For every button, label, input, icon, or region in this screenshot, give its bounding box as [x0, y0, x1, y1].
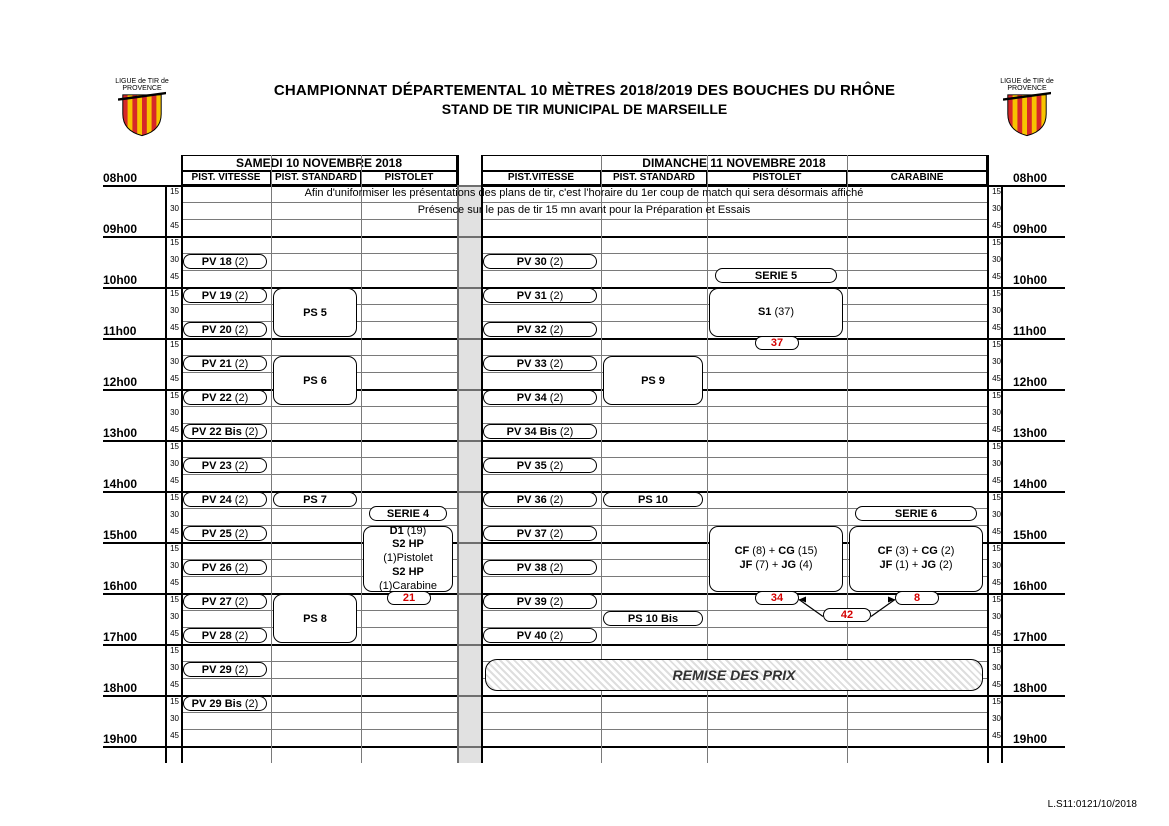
sun-v-0: PV 30 (2) [483, 254, 597, 269]
hour-left-2: 10h00 [103, 273, 137, 287]
hour-right-2: 10h00 [1013, 273, 1047, 287]
sat-v-2: PV 20 (2) [183, 322, 267, 337]
hour-right-11: 19h00 [1013, 732, 1047, 746]
day-sunday: DIMANCHE 11 NOVEMBRE 2018 [481, 155, 987, 171]
sat-p-1: D1 (19)S2 HP (1)PistoletS2 HP (1)Carabin… [363, 526, 453, 592]
hour-left-9: 17h00 [103, 630, 137, 644]
col-sun_v: PIST.VITESSE [481, 171, 601, 185]
hour-right-1: 09h00 [1013, 222, 1047, 236]
hour-right-4: 12h00 [1013, 375, 1047, 389]
sun-p-hdr-0: SERIE 5 [715, 268, 837, 283]
sun-p-1: S1 (37) [709, 288, 843, 337]
sat-v-4: PV 22 (2) [183, 390, 267, 405]
sun-v-3: PV 33 (2) [483, 356, 597, 371]
sun-v-9: PV 38 (2) [483, 560, 597, 575]
sun-p-cap-2: 37 [755, 336, 799, 350]
sun-v-7: PV 36 (2) [483, 492, 597, 507]
sat-v-11: PV 28 (2) [183, 628, 267, 643]
hour-left-11: 19h00 [103, 732, 137, 746]
col-sun_c: CARABINE [847, 171, 987, 185]
sat-p-cap-2: 21 [387, 591, 431, 605]
sat-p-hdr-0: SERIE 4 [369, 506, 447, 521]
sat-v-1: PV 19 (2) [183, 288, 267, 303]
sat-v-0: PV 18 (2) [183, 254, 267, 269]
hour-left-4: 12h00 [103, 375, 137, 389]
sat-v-7: PV 24 (2) [183, 492, 267, 507]
hour-right-5: 13h00 [1013, 426, 1047, 440]
sat-v-13: PV 29 Bis (2) [183, 696, 267, 711]
sun-v-11: PV 40 (2) [483, 628, 597, 643]
page-title-1: CHAMPIONNAT DÉPARTEMENTAL 10 MÈTRES 2018… [200, 82, 969, 99]
hour-right-10: 18h00 [1013, 681, 1047, 695]
sat-v-5: PV 22 Bis (2) [183, 424, 267, 439]
sun-s-2: PS 10 Bis [603, 611, 703, 626]
sun-c-cap-2: 8 [895, 591, 939, 605]
col-sat_s: PIST. STANDARD [271, 171, 361, 185]
col-sun_s: PIST. STANDARD [601, 171, 707, 185]
sat-s-2: PS 7 [273, 492, 357, 507]
sun-c-1: CF (3) + CG (2)JF (1) + JG (2) [849, 526, 983, 592]
hour-right-3: 11h00 [1013, 324, 1046, 338]
hour-left-8: 16h00 [103, 579, 137, 593]
hour-left-7: 15h00 [103, 528, 137, 542]
hour-left-0: 08h00 [103, 171, 137, 185]
sun-s-0: PS 9 [603, 356, 703, 405]
hour-right-0: 08h00 [1013, 171, 1047, 185]
prize-ceremony: REMISE DES PRIX [485, 659, 983, 691]
col-sun_p: PISTOLET [707, 171, 847, 185]
hour-left-3: 11h00 [103, 324, 136, 338]
sat-v-9: PV 26 (2) [183, 560, 267, 575]
sat-s-1: PS 6 [273, 356, 357, 405]
hour-right-8: 16h00 [1013, 579, 1047, 593]
sun-v-4: PV 34 (2) [483, 390, 597, 405]
notice-2: Présence sur le pas de tir 15 mn avant p… [185, 204, 983, 216]
hour-left-1: 09h00 [103, 222, 137, 236]
sat-v-12: PV 29 (2) [183, 662, 267, 677]
sun-v-1: PV 31 (2) [483, 288, 597, 303]
sun-v-10: PV 39 (2) [483, 594, 597, 609]
sat-s-0: PS 5 [273, 288, 357, 337]
sat-v-6: PV 23 (2) [183, 458, 267, 473]
sun-c-hdr-0: SERIE 6 [855, 506, 977, 521]
sun-s-1: PS 10 [603, 492, 703, 507]
sun-v-8: PV 37 (2) [483, 526, 597, 541]
notice-1: Afin d'uniformiser les présentations des… [185, 187, 983, 199]
day-gap [457, 185, 481, 763]
hour-right-9: 17h00 [1013, 630, 1047, 644]
sun-v-2: PV 32 (2) [483, 322, 597, 337]
logo-left: LIGUE de TIR de PROVENCE [110, 78, 174, 143]
sat-s-3: PS 8 [273, 594, 357, 643]
sat-v-3: PV 21 (2) [183, 356, 267, 371]
sun-p-4: CF (8) + CG (15)JF (7) + JG (4) [709, 526, 843, 592]
day-saturday: SAMEDI 10 NOVEMBRE 2018 [181, 155, 457, 171]
col-sat_p: PISTOLET [361, 171, 457, 185]
hour-left-6: 14h00 [103, 477, 137, 491]
sun-cap-42: 42 [823, 608, 871, 622]
sun-v-6: PV 35 (2) [483, 458, 597, 473]
hour-left-5: 13h00 [103, 426, 137, 440]
page-title-2: STAND DE TIR MUNICIPAL DE MARSEILLE [200, 101, 969, 117]
sun-v-5: PV 34 Bis (2) [483, 424, 597, 439]
footer-code: L.S11:0121/10/2018 [1048, 799, 1137, 810]
logo-right: LIGUE de TIR de PROVENCE [995, 78, 1059, 143]
col-sat_v: PIST. VITESSE [181, 171, 271, 185]
sat-v-8: PV 25 (2) [183, 526, 267, 541]
sun-p-cap-5: 34 [755, 591, 799, 605]
hour-left-10: 18h00 [103, 681, 137, 695]
hour-right-6: 14h00 [1013, 477, 1047, 491]
sat-v-10: PV 27 (2) [183, 594, 267, 609]
hour-right-7: 15h00 [1013, 528, 1047, 542]
